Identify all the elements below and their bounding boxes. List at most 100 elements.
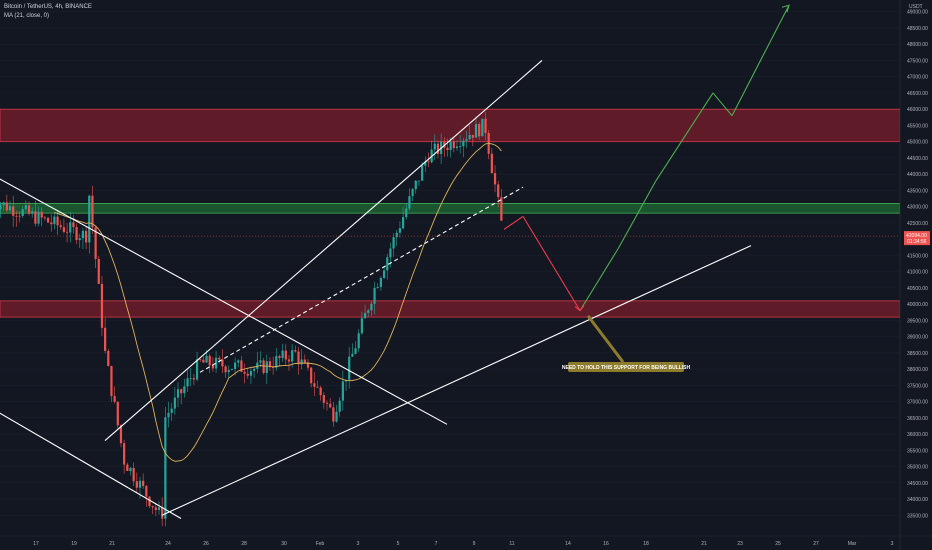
candle[interactable] (189, 378, 192, 379)
candle[interactable] (351, 353, 354, 357)
forecast-segment[interactable] (579, 248, 619, 311)
candle[interactable] (205, 355, 208, 363)
candle[interactable] (335, 411, 338, 422)
candle[interactable] (224, 366, 227, 373)
candle[interactable] (329, 403, 332, 408)
candle[interactable] (211, 365, 214, 369)
candle[interactable] (202, 359, 205, 363)
candle[interactable] (281, 350, 284, 359)
candle[interactable] (31, 211, 34, 214)
candle[interactable] (145, 485, 148, 497)
candle[interactable] (363, 312, 367, 319)
trendline-descending-resistance[interactable] (0, 174, 448, 425)
candle[interactable] (306, 362, 310, 368)
candle[interactable] (455, 146, 459, 149)
candle[interactable] (313, 383, 316, 387)
candle[interactable] (15, 215, 18, 217)
trendline-rising-channel-mid[interactable] (199, 186, 524, 373)
candle[interactable] (129, 467, 132, 472)
candle[interactable] (138, 480, 142, 488)
candle[interactable] (262, 360, 265, 373)
forecast-segment[interactable] (617, 180, 657, 250)
candle[interactable] (436, 143, 440, 154)
candle[interactable] (100, 283, 104, 328)
candle[interactable] (167, 412, 170, 418)
trendline-rising-channel-upper[interactable] (104, 60, 543, 441)
candle[interactable] (284, 350, 287, 360)
candle[interactable] (50, 222, 53, 225)
candle[interactable] (357, 333, 360, 349)
candle[interactable] (34, 211, 37, 224)
candle[interactable] (170, 408, 173, 413)
candle[interactable] (85, 230, 88, 243)
forecast-segment[interactable] (503, 215, 524, 230)
candle[interactable] (449, 141, 452, 151)
annotation-box[interactable] (568, 362, 684, 372)
candle[interactable] (471, 134, 474, 138)
candle[interactable] (176, 389, 180, 398)
candle[interactable] (379, 277, 383, 287)
candle[interactable] (478, 124, 481, 137)
candle[interactable] (367, 310, 370, 313)
candle[interactable] (395, 232, 398, 238)
candle[interactable] (88, 195, 91, 243)
candle[interactable] (119, 425, 123, 444)
candle[interactable] (405, 208, 408, 218)
candle[interactable] (310, 367, 313, 384)
trendline-rising-support[interactable] (161, 245, 752, 516)
candle[interactable] (468, 134, 471, 140)
candle[interactable] (373, 287, 376, 304)
candle[interactable] (497, 184, 500, 198)
candle[interactable] (151, 506, 154, 508)
candle[interactable] (386, 257, 389, 271)
candle[interactable] (424, 161, 427, 166)
candle[interactable] (154, 507, 157, 511)
candle[interactable] (427, 161, 430, 163)
candle[interactable] (287, 359, 291, 362)
candle[interactable] (195, 359, 199, 380)
candle[interactable] (443, 141, 446, 148)
candle[interactable] (389, 248, 392, 258)
candle[interactable] (291, 350, 294, 362)
candle[interactable] (221, 359, 224, 367)
candle[interactable] (421, 165, 424, 181)
candle[interactable] (157, 507, 161, 511)
forecast-segment[interactable] (522, 216, 581, 311)
candle[interactable] (338, 400, 341, 412)
candle[interactable] (237, 360, 240, 363)
candle[interactable] (490, 153, 493, 174)
candle[interactable] (411, 189, 414, 197)
candle[interactable] (265, 361, 268, 373)
candle[interactable] (21, 209, 24, 216)
candle[interactable] (142, 480, 145, 486)
candle[interactable] (325, 402, 329, 404)
candle[interactable] (465, 139, 468, 141)
candle[interactable] (417, 180, 421, 182)
candle[interactable] (294, 350, 297, 352)
candle[interactable] (65, 231, 69, 233)
candle[interactable] (249, 370, 253, 376)
candle[interactable] (259, 360, 262, 363)
candle[interactable] (474, 124, 478, 138)
candle[interactable] (446, 147, 449, 151)
candle[interactable] (186, 378, 189, 387)
candle[interactable] (354, 348, 357, 354)
candle[interactable] (81, 230, 85, 239)
candle[interactable] (199, 359, 202, 361)
candle[interactable] (230, 368, 234, 370)
candle[interactable] (46, 217, 50, 223)
candle[interactable] (12, 206, 15, 216)
candle[interactable] (452, 141, 455, 149)
candle[interactable] (253, 368, 256, 371)
forecast-segment[interactable] (712, 92, 733, 117)
candle[interactable] (110, 366, 113, 397)
candle[interactable] (322, 395, 325, 403)
candle[interactable] (180, 389, 183, 394)
candle[interactable] (116, 401, 119, 426)
candle[interactable] (164, 417, 167, 519)
candle[interactable] (214, 357, 218, 369)
candle[interactable] (300, 359, 303, 365)
candle[interactable] (402, 217, 405, 229)
price-axis-panel[interactable] (900, 0, 932, 550)
